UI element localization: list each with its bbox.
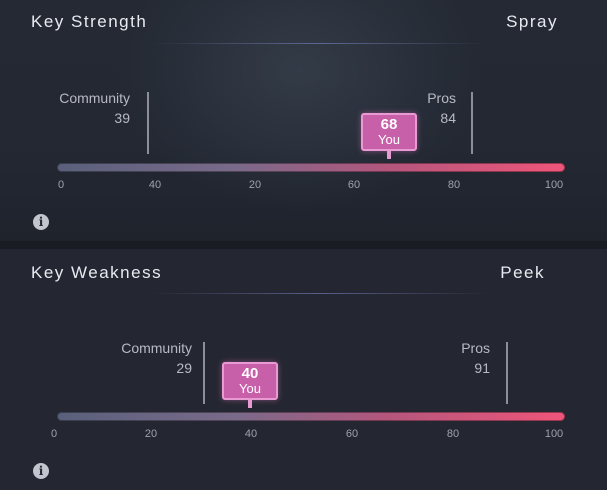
tick-label: 20 xyxy=(248,179,262,191)
key-strength-panel: Key Strength Spray Community 39 Pros 84 … xyxy=(0,0,607,241)
you-value: 40 xyxy=(241,365,259,382)
pros-marker xyxy=(506,342,508,404)
you-label: You xyxy=(239,381,261,396)
panel-value: Spray xyxy=(506,12,558,31)
tick-label: 0 xyxy=(50,428,58,440)
score-track xyxy=(57,412,565,421)
tick-label: 60 xyxy=(345,428,359,440)
panel-separator xyxy=(0,241,607,249)
community-marker xyxy=(203,342,205,404)
score-track xyxy=(57,163,565,172)
header-divider xyxy=(150,43,490,44)
tick-label: 20 xyxy=(144,428,158,440)
community-value: 29 xyxy=(176,360,192,376)
you-badge: 40 You xyxy=(222,362,278,400)
community-label: Community xyxy=(59,90,130,106)
you-pointer xyxy=(387,151,391,159)
info-icon[interactable]: i xyxy=(33,463,49,479)
tick-label: 100 xyxy=(544,428,564,440)
you-value: 68 xyxy=(380,116,398,133)
tick-label: 40 xyxy=(148,179,162,191)
pros-value: 84 xyxy=(440,110,456,126)
tick-label: 80 xyxy=(447,179,461,191)
pros-label: Pros xyxy=(427,90,456,106)
tick-label: 0 xyxy=(57,179,65,191)
pros-marker xyxy=(471,92,473,154)
community-label: Community xyxy=(121,340,192,356)
header-divider xyxy=(150,293,490,294)
info-icon[interactable]: i xyxy=(33,214,49,230)
panel-value: Peek xyxy=(500,263,545,282)
community-value: 39 xyxy=(114,110,130,126)
pros-value: 91 xyxy=(474,360,490,376)
tick-label: 80 xyxy=(446,428,460,440)
pros-label: Pros xyxy=(461,340,490,356)
tick-label: 100 xyxy=(544,179,564,191)
tick-label: 60 xyxy=(347,179,361,191)
you-badge: 68 You xyxy=(361,113,417,151)
you-label: You xyxy=(378,132,400,147)
you-pointer xyxy=(248,400,252,408)
panel-title: Key Weakness xyxy=(31,263,163,282)
key-weakness-panel: Key Weakness Peek Community 29 Pros 91 4… xyxy=(0,249,607,490)
panel-title: Key Strength xyxy=(31,12,148,31)
community-marker xyxy=(147,92,149,154)
tick-label: 40 xyxy=(244,428,258,440)
